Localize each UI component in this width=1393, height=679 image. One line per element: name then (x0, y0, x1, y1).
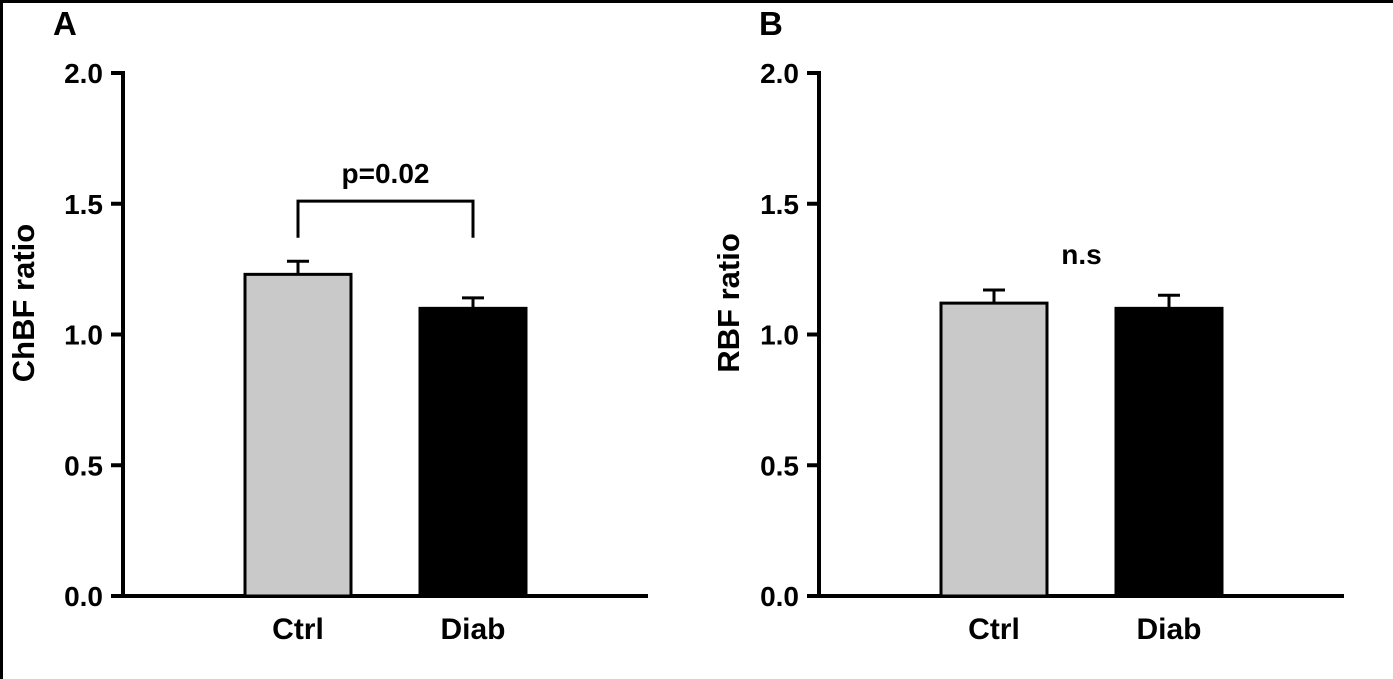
category-label: Diab (1136, 613, 1201, 646)
bar-ctrl (939, 301, 1049, 598)
significance-label: n.s (1061, 239, 1101, 270)
y-tick-label: 1.0 (64, 320, 103, 351)
category-label: Ctrl (272, 613, 324, 646)
bar-diab (1114, 306, 1224, 598)
y-tick-label: 1.5 (760, 189, 799, 220)
bar-chart-b: 0.0 0.5 1.0 1.5 2.0 Ctrl Diab n.s (760, 58, 1344, 646)
category-label: Diab (440, 613, 505, 646)
panel-letter-b: B (759, 5, 783, 42)
bar-ctrl (243, 272, 353, 598)
panel-a: A ChBF ratio 0.0 0.5 1.0 1.5 2.0 Ctrl Diab p=0.… (3, 3, 699, 679)
significance-label: p=0.02 (342, 158, 430, 189)
panel-letter-a: A (53, 5, 77, 42)
y-tick-label: 2.0 (760, 58, 799, 89)
y-tick-label: 1.5 (64, 189, 103, 220)
bar-diab (418, 306, 528, 598)
y-tick-label: 0.0 (64, 581, 103, 612)
y-tick-label: 1.0 (760, 320, 799, 351)
y-tick-label: 0.5 (760, 450, 799, 481)
y-tick-label: 2.0 (64, 58, 103, 89)
panel-b: B RBF ratio 0.0 0.5 1.0 1.5 2.0 Ctrl Diab n.s (699, 3, 1393, 679)
y-tick-label: 0.5 (64, 450, 103, 481)
significance-bracket (296, 199, 475, 238)
bar-chart-a: 0.0 0.5 1.0 1.5 2.0 Ctrl Diab p=0.02 (64, 58, 648, 646)
category-label: Ctrl (968, 613, 1020, 646)
y-tick-label: 0.0 (760, 581, 799, 612)
